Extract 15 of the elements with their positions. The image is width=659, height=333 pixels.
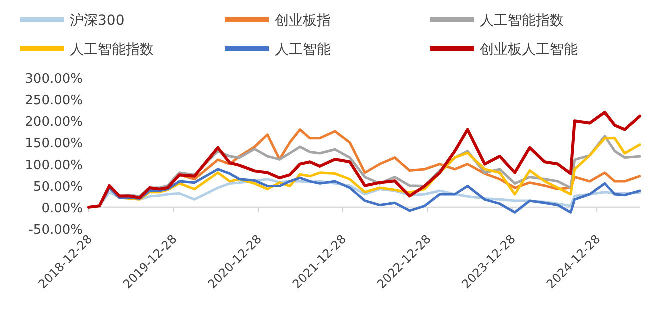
- y-tick-label: 50.00%: [33, 180, 83, 195]
- line-series: [88, 111, 642, 209]
- y-tick-label: 0.00%: [42, 201, 83, 216]
- legend-label: 人工智能指数: [70, 42, 154, 58]
- y-tick-label: 200.00%: [25, 115, 83, 130]
- legend-label: 创业板人工智能: [480, 42, 578, 58]
- legend-label: 人工智能: [275, 42, 331, 58]
- y-tick-label: 150.00%: [25, 136, 83, 152]
- y-tick-label: 250.00%: [25, 94, 83, 109]
- y-tick-label: -50.00%: [28, 223, 83, 238]
- legend-label: 人工智能指数: [480, 13, 564, 29]
- y-tick-label: 300.00%: [25, 72, 83, 87]
- legend-label: 创业板指: [275, 13, 331, 29]
- y-tick-label: 100.00%: [25, 158, 83, 174]
- legend-label: 沪深300: [70, 13, 125, 29]
